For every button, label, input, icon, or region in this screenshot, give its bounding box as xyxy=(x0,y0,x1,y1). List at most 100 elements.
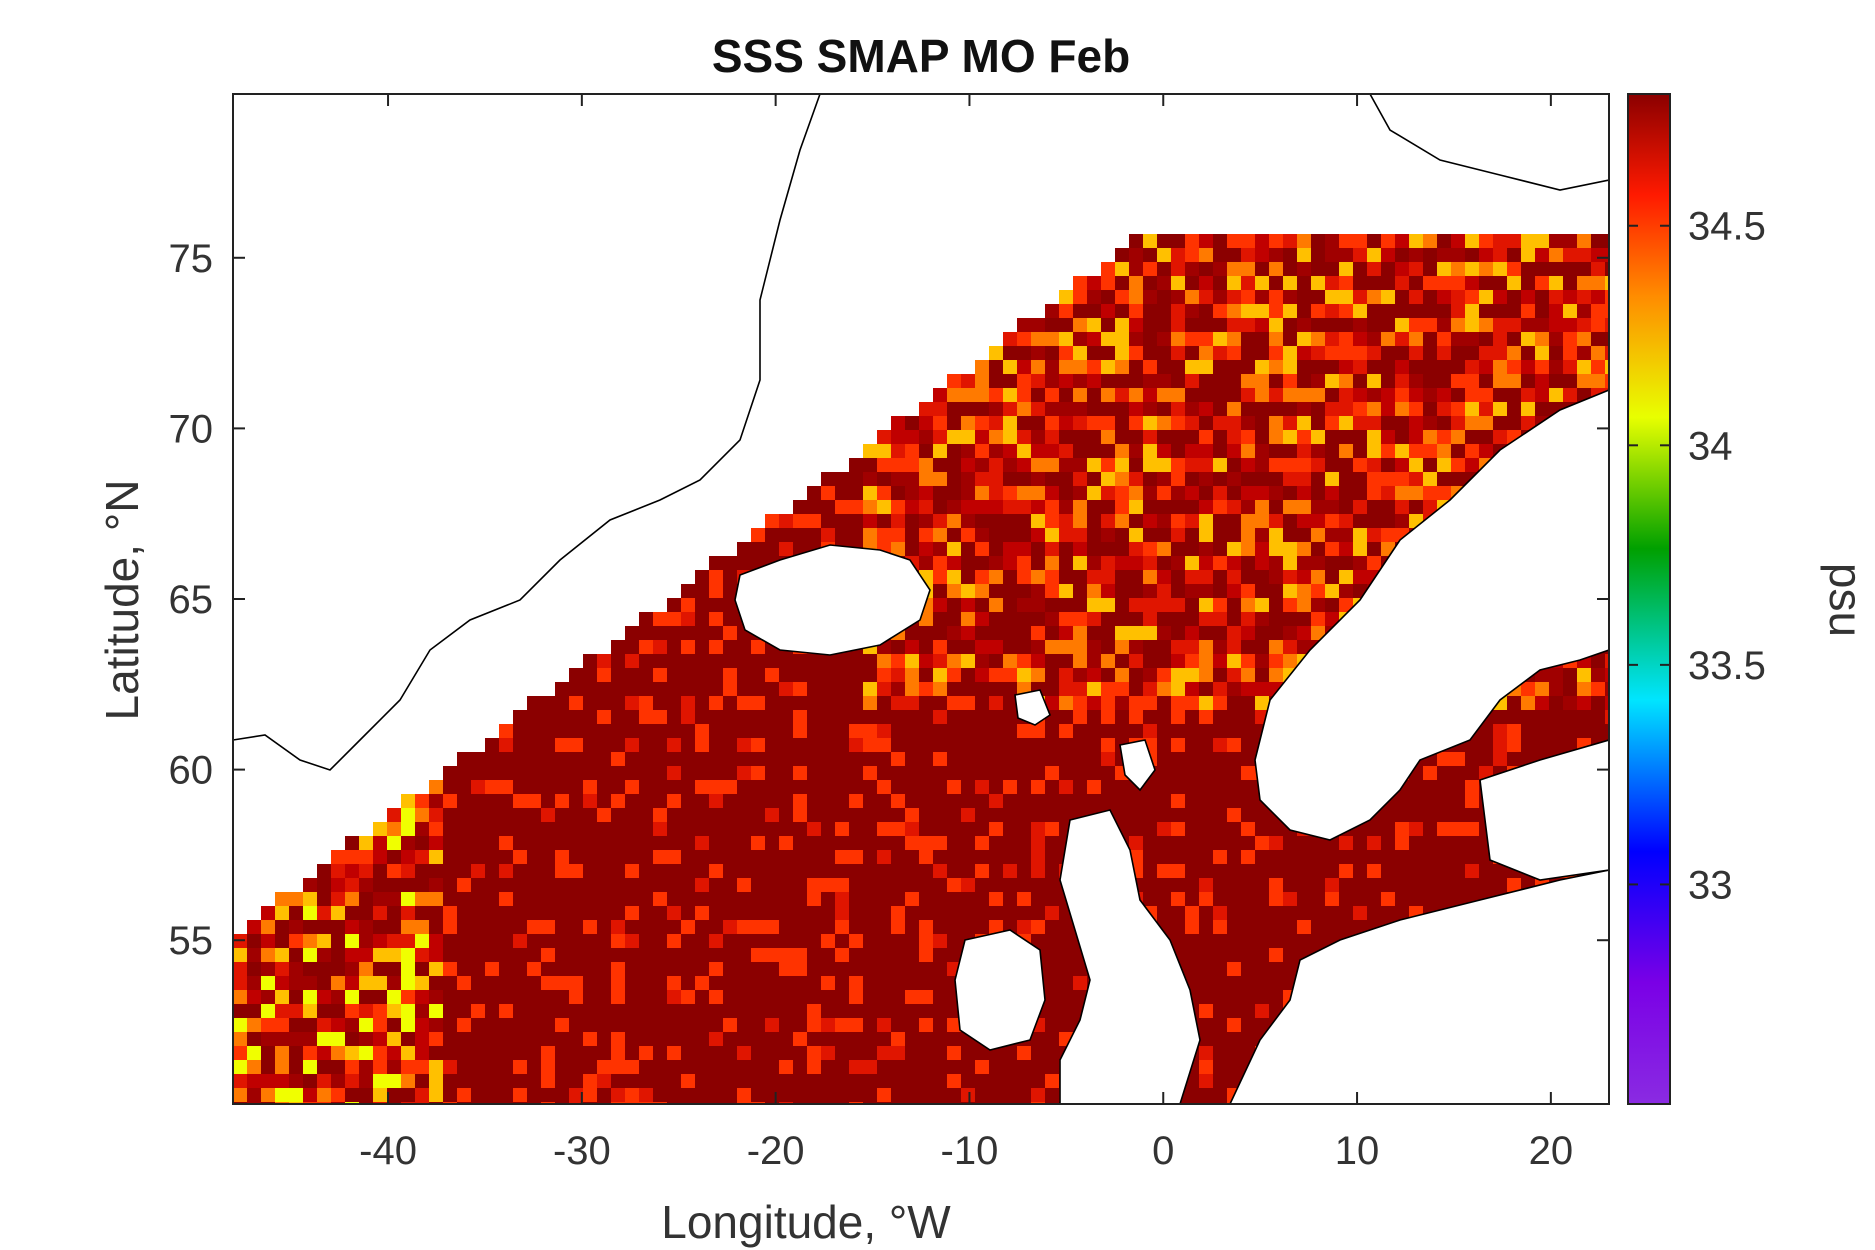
heat-cell xyxy=(989,850,1003,864)
heat-cell xyxy=(905,962,919,976)
heat-cell xyxy=(555,878,569,892)
heat-cell xyxy=(1367,836,1381,850)
heat-cell xyxy=(751,794,765,808)
heat-cell xyxy=(961,654,975,668)
heat-cell xyxy=(1437,850,1451,864)
heat-cell xyxy=(821,920,835,934)
heat-cell xyxy=(1241,682,1255,696)
heat-cell xyxy=(779,766,793,780)
heat-cell xyxy=(1129,416,1143,430)
heat-cell xyxy=(527,822,541,836)
heat-cell xyxy=(555,738,569,752)
heat-cell xyxy=(1591,262,1605,276)
heat-cell xyxy=(793,1074,807,1088)
heat-cell xyxy=(681,752,695,766)
heat-cell xyxy=(1381,472,1395,486)
heat-cell xyxy=(1031,360,1045,374)
heat-cell xyxy=(1129,444,1143,458)
heat-cell xyxy=(961,794,975,808)
heat-cell xyxy=(1227,948,1241,962)
heat-cell xyxy=(1241,1032,1255,1046)
heat-cell xyxy=(1297,864,1311,878)
heat-cell xyxy=(1073,444,1087,458)
heat-cell xyxy=(513,738,527,752)
heat-cell xyxy=(779,780,793,794)
heat-cell xyxy=(765,990,779,1004)
heat-cell xyxy=(499,934,513,948)
heat-cell xyxy=(695,1018,709,1032)
heat-cell xyxy=(1213,430,1227,444)
heat-cell xyxy=(919,668,933,682)
heat-cell xyxy=(1157,780,1171,794)
heat-cell xyxy=(681,878,695,892)
heat-cell xyxy=(1451,864,1465,878)
heat-cell xyxy=(863,934,877,948)
heat-cell xyxy=(317,1046,331,1060)
heat-cell xyxy=(429,850,443,864)
heat-cell xyxy=(1129,262,1143,276)
heat-cell xyxy=(1143,234,1157,248)
heat-cell xyxy=(541,1032,555,1046)
heat-cell xyxy=(1493,276,1507,290)
heat-cell xyxy=(1465,878,1479,892)
heat-cell xyxy=(1507,416,1521,430)
heat-cell xyxy=(1227,262,1241,276)
heat-cell xyxy=(779,822,793,836)
heat-cell xyxy=(639,682,653,696)
heat-cell xyxy=(849,752,863,766)
heat-cell xyxy=(667,1088,681,1102)
heat-cell xyxy=(1535,304,1549,318)
heat-cell xyxy=(597,976,611,990)
heat-cell xyxy=(1017,850,1031,864)
heat-cell xyxy=(723,906,737,920)
heat-cell xyxy=(289,1046,303,1060)
heat-cell xyxy=(555,766,569,780)
heat-cell xyxy=(233,1088,247,1102)
heat-cell xyxy=(1059,388,1073,402)
heat-cell xyxy=(863,864,877,878)
heat-cell xyxy=(1017,360,1031,374)
heat-cell xyxy=(975,682,989,696)
heat-cell xyxy=(1213,1074,1227,1088)
heat-cell xyxy=(1143,290,1157,304)
heat-cell xyxy=(723,766,737,780)
heat-cell xyxy=(751,878,765,892)
heat-cell xyxy=(1199,780,1213,794)
heat-cell xyxy=(1101,304,1115,318)
heat-cell xyxy=(499,990,513,1004)
heat-cell xyxy=(1129,276,1143,290)
heat-cell xyxy=(1101,486,1115,500)
heat-cell xyxy=(961,486,975,500)
heat-cell xyxy=(527,710,541,724)
heat-cell xyxy=(1031,808,1045,822)
heat-cell xyxy=(989,738,1003,752)
heat-cell xyxy=(289,892,303,906)
heat-cell xyxy=(821,682,835,696)
heat-cell xyxy=(1059,360,1073,374)
heat-cell xyxy=(1241,962,1255,976)
heat-cell xyxy=(1241,766,1255,780)
heat-cell xyxy=(1577,710,1591,724)
heat-cell xyxy=(1381,808,1395,822)
heat-cell xyxy=(429,864,443,878)
heat-cell xyxy=(345,976,359,990)
heat-cell xyxy=(611,808,625,822)
heat-cell xyxy=(1171,640,1185,654)
heat-cell xyxy=(1507,388,1521,402)
heat-cell xyxy=(1437,318,1451,332)
heat-cell xyxy=(1269,850,1283,864)
heat-cell xyxy=(457,864,471,878)
heat-cell xyxy=(1297,500,1311,514)
heat-cell xyxy=(821,500,835,514)
heat-cell xyxy=(1227,1060,1241,1074)
heat-cell xyxy=(751,1046,765,1060)
heat-cell xyxy=(1423,374,1437,388)
heat-cell xyxy=(289,948,303,962)
heat-cell xyxy=(989,752,1003,766)
heat-cell xyxy=(1227,584,1241,598)
heat-cell xyxy=(1521,416,1535,430)
heat-cell xyxy=(779,668,793,682)
heat-cell xyxy=(1171,290,1185,304)
heat-cell xyxy=(1115,388,1129,402)
heat-cell xyxy=(1353,248,1367,262)
